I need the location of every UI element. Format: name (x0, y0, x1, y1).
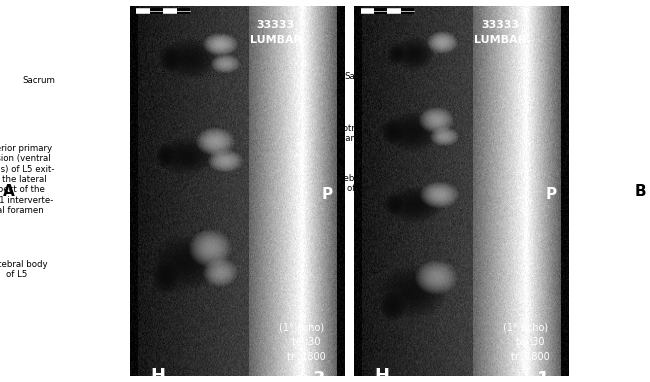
Text: Sacrum: Sacrum (344, 72, 410, 81)
Text: tr :1800: tr :1800 (287, 352, 325, 362)
Text: Vertebral body
of L5: Vertebral body of L5 (0, 239, 163, 279)
Text: Vertebral body
of L5: Vertebral body of L5 (326, 163, 413, 193)
Text: Sacrum: Sacrum (23, 76, 163, 85)
Text: Anterior primary
division (ventral
ramus) of L5 exit-
ing the lateral
aspect of : Anterior primary division (ventral ramus… (0, 144, 173, 215)
Text: LUMBAR: LUMBAR (250, 35, 302, 45)
Text: 33333: 33333 (481, 20, 519, 30)
Text: te :30: te :30 (516, 337, 545, 347)
Text: (1° echo): (1° echo) (503, 322, 549, 333)
Text: H: H (150, 367, 165, 382)
Text: 3: 3 (313, 370, 325, 382)
Text: A: A (3, 183, 15, 199)
Text: B: B (635, 183, 647, 199)
Text: tr :1800: tr :1800 (511, 352, 549, 362)
Text: P: P (546, 187, 557, 202)
Text: Corporotransverse
ligament: Corporotransverse ligament (314, 124, 419, 143)
Text: LUMBAR: LUMBAR (474, 35, 526, 45)
Text: 1: 1 (537, 370, 549, 382)
Text: te :30: te :30 (292, 337, 320, 347)
Text: H: H (374, 367, 389, 382)
Text: 33333: 33333 (257, 20, 295, 30)
Text: (1° echo): (1° echo) (279, 322, 324, 333)
Text: P: P (322, 187, 333, 202)
